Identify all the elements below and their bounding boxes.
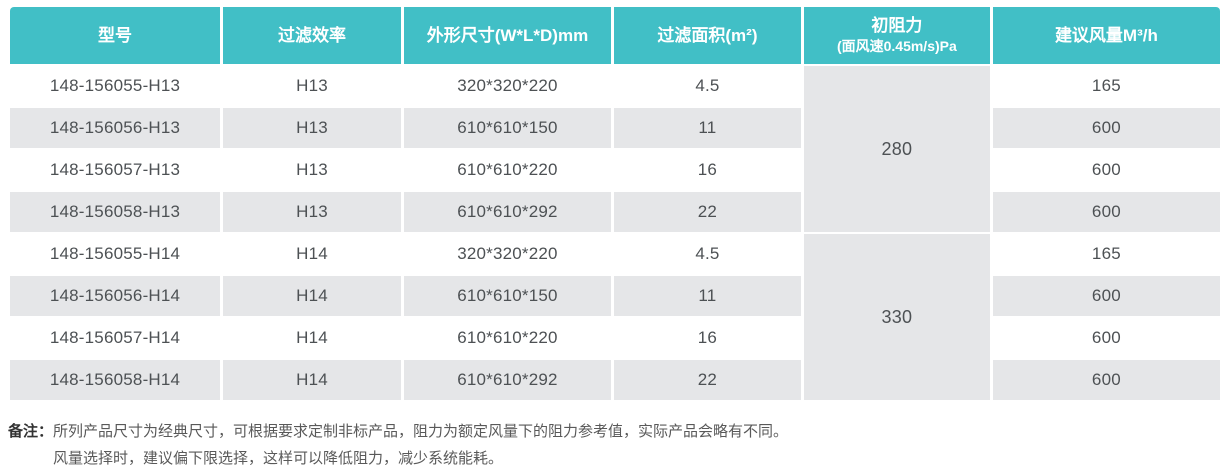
cell-dimensions: 320*320*220: [403, 234, 611, 274]
table-header-row: 型号 过滤效率 外形尺寸(W*L*D)mm 过滤面积(m²) 初阻力 (面风速0…: [10, 7, 1220, 64]
remarks-line1: 所列产品尺寸为经典尺寸，可根据要求定制非标产品，阻力为额定风量下的阻力参考值，实…: [53, 423, 789, 440]
header-area: 过滤面积(m²): [613, 7, 801, 64]
remarks: 备注： 所列产品尺寸为经典尺寸，可根据要求定制非标产品，阻力为额定风量下的阻力参…: [8, 418, 1223, 470]
cell-model: 148-156057-H14: [10, 318, 221, 358]
header-dimensions: 外形尺寸(W*L*D)mm: [403, 7, 611, 64]
cell-model: 148-156058-H13: [10, 192, 221, 232]
cell-efficiency: H13: [223, 108, 401, 148]
cell-dimensions: 610*610*150: [403, 108, 611, 148]
cell-efficiency: H14: [223, 234, 401, 274]
cell-model: 148-156058-H14: [10, 360, 221, 400]
header-initial-resistance-title: 初阻力: [871, 16, 923, 36]
cell-area: 22: [613, 360, 801, 400]
cell-dimensions: 610*610*292: [403, 192, 611, 232]
table-row: 148-156058-H13 H13 610*610*292 22 600: [10, 192, 1220, 232]
cell-dimensions: 320*320*220: [403, 66, 611, 106]
cell-area: 16: [613, 318, 801, 358]
cell-airflow: 600: [992, 108, 1220, 148]
table-row: 148-156056-H13 H13 610*610*150 11 600: [10, 108, 1220, 148]
cell-area: 16: [613, 150, 801, 190]
header-airflow: 建议风量M³/h: [992, 7, 1220, 64]
cell-area: 22: [613, 192, 801, 232]
cell-efficiency: H13: [223, 150, 401, 190]
table-row: 148-156057-H14 H14 610*610*220 16 600: [10, 318, 1220, 358]
table-row: 148-156056-H14 H14 610*610*150 11 600: [10, 276, 1220, 316]
cell-airflow: 165: [992, 234, 1220, 274]
table-row: 148-156055-H13 H13 320*320*220 4.5 280 1…: [10, 66, 1220, 232]
cell-airflow: 165: [992, 66, 1220, 106]
cell-model: 148-156055-H13: [10, 66, 221, 106]
header-initial-resistance: 初阻力 (面风速0.45m/s)Pa: [803, 7, 990, 64]
cell-model: 148-156055-H14: [10, 234, 221, 274]
filter-spec-table: 型号 过滤效率 外形尺寸(W*L*D)mm 过滤面积(m²) 初阻力 (面风速0…: [7, 5, 1223, 402]
header-model: 型号: [10, 7, 221, 64]
cell-area: 11: [613, 108, 801, 148]
cell-model: 148-156056-H14: [10, 276, 221, 316]
cell-efficiency: H14: [223, 276, 401, 316]
cell-dimensions: 610*610*150: [403, 276, 611, 316]
remarks-line2: 风量选择时，建议偏下限选择，这样可以降低阻力，减少系统能耗。: [53, 450, 504, 467]
cell-area: 4.5: [613, 66, 801, 106]
cell-efficiency: H13: [223, 192, 401, 232]
cell-airflow: 600: [992, 276, 1220, 316]
cell-initial-resistance-h14: 330: [803, 234, 990, 400]
cell-area: 11: [613, 276, 801, 316]
cell-airflow: 600: [992, 360, 1220, 400]
cell-airflow: 600: [992, 318, 1220, 358]
cell-efficiency: H13: [223, 66, 401, 106]
header-initial-resistance-sub: (面风速0.45m/s)Pa: [836, 38, 957, 55]
table-row: 148-156058-H14 H14 610*610*292 22 600: [10, 360, 1220, 400]
cell-dimensions: 610*610*220: [403, 318, 611, 358]
cell-efficiency: H14: [223, 318, 401, 358]
cell-model: 148-156056-H13: [10, 108, 221, 148]
cell-airflow: 600: [992, 150, 1220, 190]
cell-initial-resistance-h13: 280: [803, 66, 990, 232]
cell-efficiency: H14: [223, 360, 401, 400]
table-row: 148-156057-H13 H13 610*610*220 16 600: [10, 150, 1220, 190]
cell-dimensions: 610*610*220: [403, 150, 611, 190]
remarks-label: 备注：: [8, 423, 54, 440]
cell-airflow: 600: [992, 192, 1220, 232]
remarks-body: 所列产品尺寸为经典尺寸，可根据要求定制非标产品，阻力为额定风量下的阻力参考值，实…: [53, 418, 1223, 470]
cell-area: 4.5: [613, 234, 801, 274]
cell-dimensions: 610*610*292: [403, 360, 611, 400]
table-row: 148-156055-H14 H14 320*320*220 4.5 330 1…: [10, 234, 1220, 400]
header-efficiency: 过滤效率: [223, 7, 401, 64]
cell-model: 148-156057-H13: [10, 150, 221, 190]
